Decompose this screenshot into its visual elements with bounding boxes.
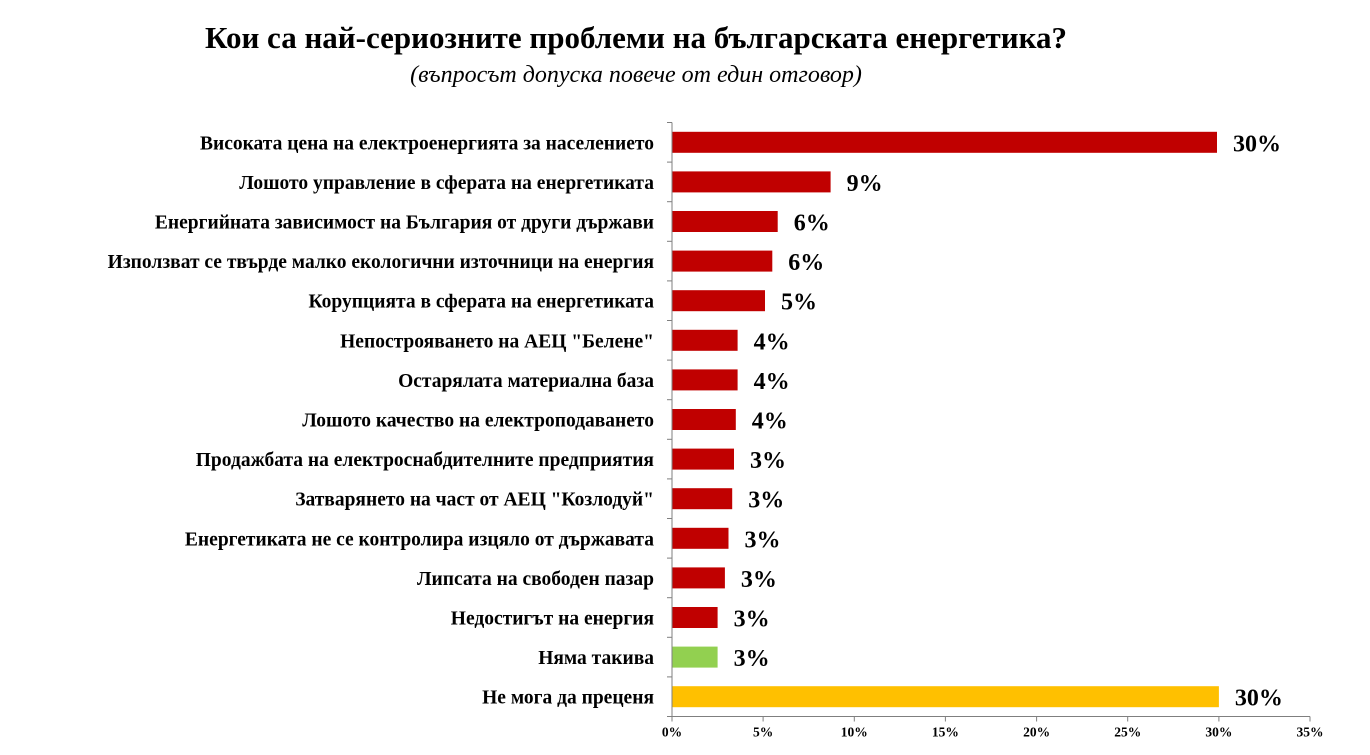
data-label: 9%: [847, 171, 883, 197]
x-tick-label: 15%: [932, 725, 959, 740]
data-label: 4%: [752, 409, 788, 435]
category-label: Не мога да преценя: [482, 688, 654, 709]
x-tick-label: 25%: [1114, 725, 1141, 740]
data-label: 3%: [745, 527, 781, 553]
bar: [672, 171, 831, 193]
data-label: 5%: [781, 290, 817, 316]
data-label: 4%: [754, 369, 790, 395]
data-label: 3%: [750, 448, 786, 474]
category-label: Няма такива: [538, 648, 654, 669]
category-label: Високата цена на електроенергията за нас…: [200, 133, 654, 154]
category-label: Лошото качество на електроподаването: [302, 411, 654, 432]
category-label: Лошото управление в сферата на енергетик…: [239, 173, 654, 194]
bar: [672, 448, 734, 470]
category-label: Липсата на свободен пазар: [417, 569, 654, 590]
bar: [672, 686, 1219, 708]
data-label: 3%: [748, 488, 784, 514]
category-label: Недостигът на енергия: [451, 609, 655, 630]
category-label: Използват се твърде малко екологични изт…: [108, 252, 655, 273]
category-label: Остарялата материална база: [398, 371, 654, 392]
data-label: 30%: [1235, 686, 1283, 712]
category-label: Енергетиката не се контролира изцяло от …: [185, 529, 654, 550]
bar: [672, 607, 718, 628]
x-tick-label: 30%: [1205, 725, 1232, 740]
chart-title: Кои са най-сериозните проблеми на българ…: [205, 20, 1067, 55]
bar: [672, 369, 738, 391]
data-label: 6%: [794, 211, 830, 237]
data-label: 3%: [741, 567, 777, 593]
data-label: 6%: [788, 250, 824, 276]
x-tick-label: 35%: [1297, 725, 1324, 740]
data-label: 3%: [734, 646, 770, 672]
data-label: 4%: [754, 329, 790, 355]
category-label: Затварянето на част от АЕЦ "Козлодуй": [295, 490, 654, 511]
bar: [672, 646, 718, 668]
data-label: 30%: [1233, 131, 1281, 157]
chart-subtitle: (въпросът допуска повече от един отговор…: [410, 62, 862, 88]
bar: [672, 329, 738, 351]
bar: [672, 567, 725, 589]
x-tick-label: 20%: [1023, 725, 1050, 740]
bar: [672, 290, 765, 312]
bar: [672, 250, 773, 272]
bar: [672, 409, 736, 430]
category-label: Корупцията в сферата на енергетиката: [308, 292, 654, 313]
data-label: 3%: [734, 607, 770, 633]
category-label: Непострояването на АЕЦ "Белене": [340, 331, 654, 352]
bar: [672, 527, 729, 549]
x-tick-label: 0%: [662, 725, 682, 740]
bar: [672, 488, 733, 510]
bar: [672, 131, 1217, 153]
x-tick-label: 5%: [753, 725, 773, 740]
x-tick-label: 10%: [841, 725, 868, 740]
bar: [672, 211, 778, 232]
category-label: Продажбата на електроснабдителните предп…: [196, 450, 655, 471]
category-label: Енергийната зависимост на България от др…: [155, 213, 654, 234]
